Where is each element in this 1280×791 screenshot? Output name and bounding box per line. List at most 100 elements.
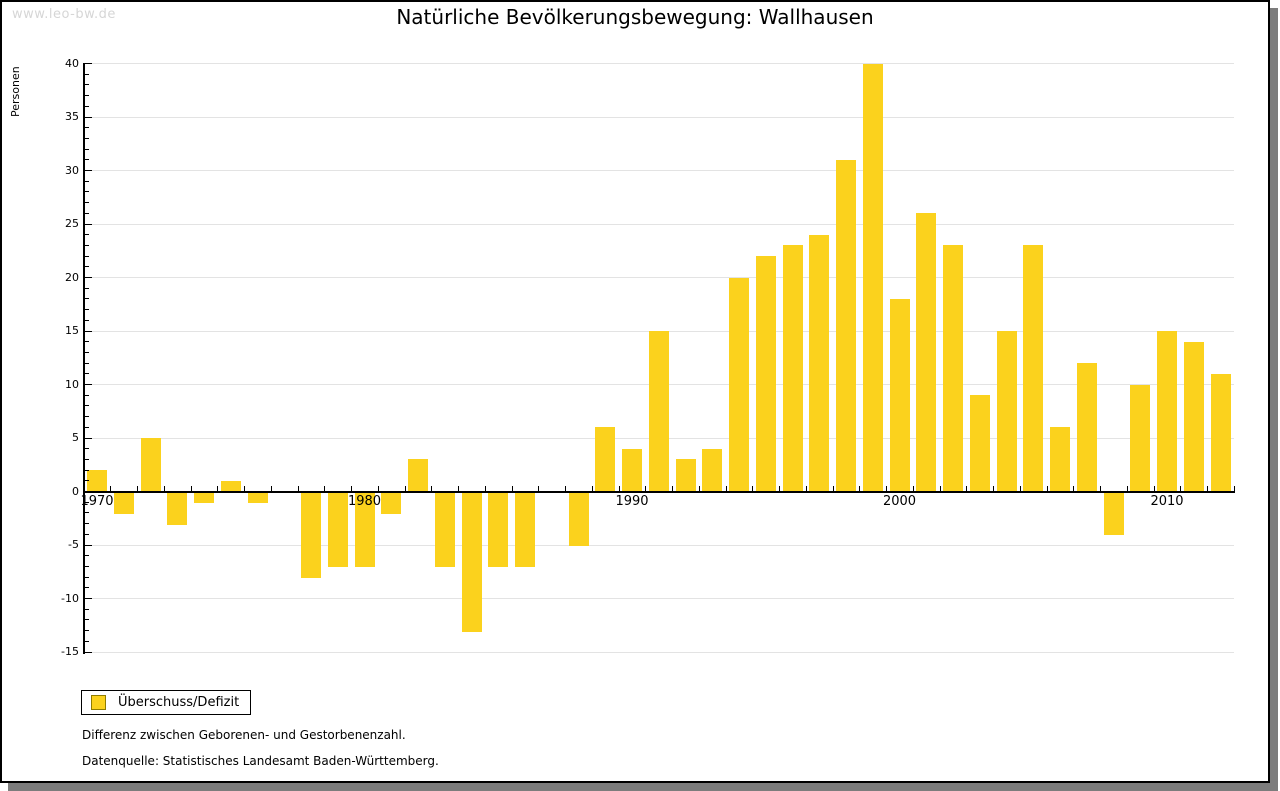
x-tick — [618, 486, 620, 491]
y-tick-label: 15 — [65, 324, 79, 337]
bar-1975 — [220, 480, 241, 492]
y-tick-label: 20 — [65, 270, 79, 284]
x-tick — [538, 486, 540, 491]
x-tick — [297, 486, 299, 491]
x-axis-label-1980: 1980 — [347, 494, 382, 509]
y-minor-tick — [85, 159, 89, 161]
y-minor-tick — [85, 73, 89, 75]
x-tick — [163, 486, 165, 491]
x-tick — [672, 486, 674, 491]
x-tick — [645, 486, 647, 491]
x-tick — [966, 486, 968, 491]
y-tick-label: 10 — [65, 377, 79, 391]
y-minor-tick — [85, 640, 89, 642]
x-axis-label-1970: 1970 — [80, 494, 114, 509]
y-minor-tick — [85, 180, 89, 182]
bar-2010 — [1157, 331, 1177, 492]
y-minor-tick — [85, 127, 89, 129]
y-minor-tick — [85, 587, 89, 589]
y-minor-tick — [85, 234, 89, 236]
y-minor-tick — [85, 309, 89, 311]
x-tick — [859, 486, 861, 491]
bar-2005 — [1023, 245, 1044, 492]
x-tick — [1153, 486, 1155, 491]
y-minor-tick — [85, 298, 89, 300]
x-tick — [190, 486, 192, 491]
gridline-40 — [84, 63, 1234, 64]
y-tick-label: 5 — [72, 431, 79, 444]
y-minor-tick — [85, 533, 89, 535]
x-tick — [217, 486, 219, 491]
bar-2003 — [969, 395, 990, 492]
y-minor-tick — [85, 555, 89, 557]
x-tick — [137, 486, 139, 491]
bar-1971 — [113, 492, 134, 514]
y-major-tick — [85, 330, 92, 332]
y-tick-label: 30 — [65, 163, 79, 177]
y-minor-tick — [85, 351, 89, 353]
bar-1989 — [595, 427, 616, 492]
legend-label: Überschuss/Defizit — [118, 695, 240, 710]
y-axis-line — [83, 63, 85, 654]
x-tick — [324, 486, 326, 491]
x-tick — [110, 486, 112, 491]
y-minor-tick — [85, 448, 89, 450]
x-tick — [1180, 486, 1182, 491]
y-tick-label: 25 — [65, 217, 79, 230]
bar-1986 — [515, 492, 535, 568]
y-minor-tick — [85, 341, 89, 343]
y-minor-tick — [85, 405, 89, 407]
gridline-30 — [84, 170, 1234, 171]
legend-box: Überschuss/Defizit — [81, 690, 251, 715]
gridline-35 — [84, 116, 1234, 118]
y-minor-tick — [85, 480, 89, 482]
y-minor-tick — [85, 191, 89, 193]
y-tick-label: 0 — [72, 484, 79, 498]
bar-1972 — [140, 438, 161, 492]
bar-1976 — [247, 492, 268, 504]
y-minor-tick — [85, 373, 89, 375]
x-axis-label-2000: 2000 — [882, 494, 917, 509]
footnote-source: Datenquelle: Statistisches Landesamt Bad… — [82, 754, 439, 768]
x-axis-label-1990: 1990 — [615, 494, 649, 509]
x-axis-line — [83, 491, 1235, 493]
y-tick-label: -15 — [61, 645, 79, 658]
x-tick — [458, 486, 460, 491]
bar-1990 — [622, 448, 642, 492]
y-minor-tick — [85, 416, 89, 418]
x-tick — [1100, 486, 1102, 491]
y-tick-label: 35 — [65, 110, 79, 123]
gridline-20 — [84, 277, 1234, 278]
bar-1979 — [327, 492, 348, 568]
y-major-tick — [85, 491, 92, 492]
x-tick — [939, 486, 941, 491]
gridline--10 — [84, 598, 1234, 599]
x-tick — [1073, 486, 1075, 491]
bar-1984 — [461, 492, 482, 632]
x-tick — [993, 486, 995, 491]
bar-1993 — [702, 448, 723, 492]
y-minor-tick — [85, 619, 89, 621]
y-minor-tick — [85, 565, 89, 567]
watermark: www.leo-bw.de — [12, 7, 116, 22]
y-minor-tick — [85, 362, 89, 364]
bar-1974 — [194, 492, 214, 504]
chart-title: Natürliche Bevölkerungsbewegung: Wallhau… — [396, 5, 874, 29]
y-major-tick — [85, 277, 92, 278]
bar-1991 — [648, 331, 669, 492]
x-tick — [511, 486, 513, 491]
y-tick-label: -5 — [68, 538, 79, 551]
bar-1997 — [809, 234, 830, 492]
y-minor-tick — [85, 105, 89, 107]
bar-1985 — [488, 492, 509, 568]
y-minor-tick — [85, 137, 89, 139]
x-tick — [244, 486, 246, 491]
bar-2004 — [996, 331, 1017, 492]
y-minor-tick — [85, 244, 89, 246]
x-tick — [1126, 486, 1128, 491]
y-minor-tick — [85, 202, 89, 204]
x-tick — [698, 486, 700, 491]
y-minor-tick — [85, 608, 89, 610]
y-major-tick — [85, 116, 92, 118]
